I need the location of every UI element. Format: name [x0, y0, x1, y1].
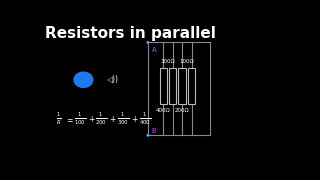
Ellipse shape: [74, 72, 93, 87]
Text: $\frac{1}{200}$: $\frac{1}{200}$: [95, 111, 108, 127]
Text: $\frac{1}{400}$: $\frac{1}{400}$: [139, 111, 151, 127]
Ellipse shape: [147, 42, 148, 43]
Text: 100Ω: 100Ω: [180, 59, 194, 64]
Bar: [169, 68, 176, 104]
Text: 200Ω: 200Ω: [175, 107, 189, 112]
Text: A: A: [152, 47, 156, 53]
Text: $\frac{1}{R}$: $\frac{1}{R}$: [56, 111, 61, 127]
Text: $\triangleleft$)): $\triangleleft$)): [106, 73, 119, 85]
Text: $+$: $+$: [131, 114, 139, 124]
Text: $+$: $+$: [88, 114, 95, 124]
Text: Resistors in parallel: Resistors in parallel: [45, 26, 216, 41]
Text: $=$: $=$: [65, 115, 74, 124]
Bar: [160, 68, 167, 104]
Ellipse shape: [147, 134, 148, 136]
Text: 400Ω: 400Ω: [156, 107, 171, 112]
Text: B: B: [152, 128, 156, 134]
Text: $+$: $+$: [109, 114, 117, 124]
Bar: [178, 68, 186, 104]
Text: $\frac{1}{300}$: $\frac{1}{300}$: [117, 111, 129, 127]
Bar: [188, 68, 195, 104]
Text: $\frac{1}{100}$: $\frac{1}{100}$: [74, 111, 86, 127]
Text: 300Ω: 300Ω: [161, 59, 175, 64]
